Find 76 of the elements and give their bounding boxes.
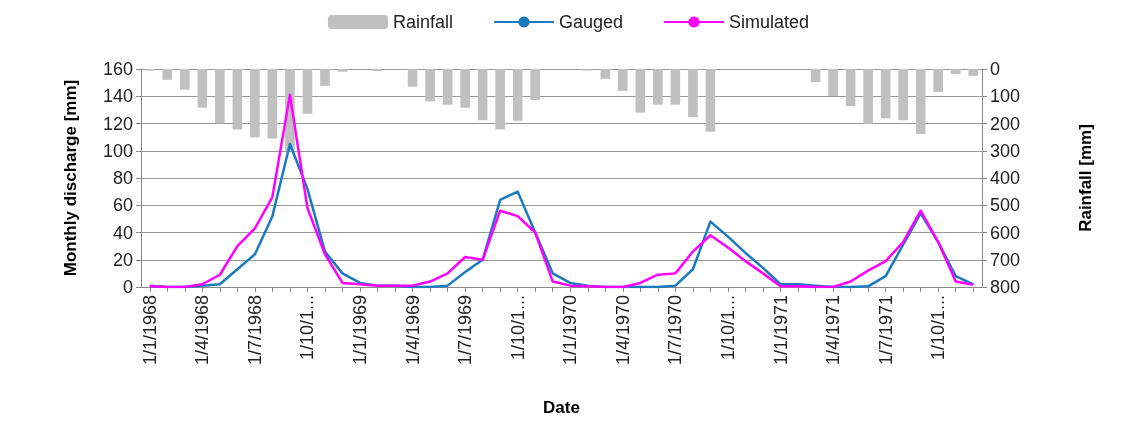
bar bbox=[670, 69, 681, 105]
line-series bbox=[148, 93, 975, 289]
x-tick-label: 1/10/1... bbox=[297, 295, 318, 361]
bar bbox=[477, 69, 488, 121]
bar bbox=[933, 69, 944, 92]
y2-tick-label: 400 bbox=[990, 168, 1021, 188]
y2-tick-label: 700 bbox=[990, 249, 1021, 270]
bar bbox=[442, 69, 453, 105]
bar bbox=[267, 69, 278, 139]
legend-label: Simulated bbox=[729, 12, 810, 32]
y2-tick-label: 100 bbox=[990, 86, 1021, 107]
bar bbox=[618, 69, 628, 91]
x-tick-label: 1/1/1971 bbox=[770, 295, 791, 366]
y2-axis-title: Rainfall [mm] bbox=[1076, 124, 1095, 232]
y-tick-label: 160 bbox=[102, 59, 133, 79]
legend-label: Rainfall bbox=[392, 12, 453, 32]
y2-tick-label: 300 bbox=[990, 140, 1021, 161]
bar bbox=[320, 69, 330, 86]
y2-tick-label: 600 bbox=[990, 222, 1021, 243]
bar bbox=[898, 69, 908, 121]
bar bbox=[530, 69, 541, 101]
bar bbox=[880, 69, 891, 119]
bar bbox=[600, 69, 611, 79]
y-tick-label: 120 bbox=[102, 113, 133, 134]
bar bbox=[810, 69, 821, 83]
y-tick-label: 20 bbox=[112, 249, 133, 270]
bar bbox=[162, 69, 173, 80]
bar bbox=[407, 69, 418, 87]
bar bbox=[495, 69, 505, 130]
x-axis-title: Date bbox=[543, 398, 580, 417]
bar bbox=[950, 69, 961, 75]
x-tick-label: 1/4/1968 bbox=[192, 295, 213, 366]
bar bbox=[845, 69, 856, 107]
x-tick-label: 1/7/1971 bbox=[875, 295, 896, 366]
y2-tick-label: 200 bbox=[990, 113, 1021, 134]
x-tick-label: 1/1/1969 bbox=[350, 295, 371, 366]
bar bbox=[425, 69, 435, 102]
bar bbox=[179, 69, 190, 90]
x-tick-label: 1/4/1970 bbox=[612, 295, 633, 366]
x-tick-label: 1/10/1... bbox=[507, 295, 528, 361]
bar bbox=[705, 69, 716, 132]
bar bbox=[232, 69, 243, 130]
bar bbox=[863, 69, 873, 125]
x-tick-label: 1/10/1... bbox=[717, 295, 738, 361]
bar bbox=[197, 69, 208, 108]
x-tick-label: 1/7/1968 bbox=[244, 295, 265, 366]
x-tick-label: 1/4/1971 bbox=[823, 295, 844, 366]
bar bbox=[302, 69, 313, 114]
legend-label: Gauged bbox=[558, 12, 624, 32]
bar bbox=[250, 69, 260, 138]
y2-tick-label: 500 bbox=[990, 195, 1021, 216]
y-tick-label: 140 bbox=[102, 86, 133, 107]
bar bbox=[968, 69, 979, 76]
y-tick-label: 100 bbox=[102, 140, 133, 161]
bar bbox=[915, 69, 926, 134]
bar bbox=[337, 69, 348, 72]
x-tick-label: 1/10/1... bbox=[928, 295, 949, 361]
y-tick-label: 40 bbox=[112, 222, 133, 243]
bar bbox=[460, 69, 470, 108]
x-tick-label: 1/1/1968 bbox=[139, 295, 160, 366]
bar bbox=[512, 69, 523, 121]
y2-tick-label: 800 bbox=[990, 277, 1021, 297]
x-tick-label: 1/1/1970 bbox=[560, 295, 581, 366]
bar bbox=[635, 69, 646, 113]
y2-tick-label: 0 bbox=[990, 59, 1001, 79]
x-tick-label: 1/7/1970 bbox=[665, 295, 686, 366]
x-tick-label: 1/4/1969 bbox=[402, 295, 423, 366]
y-tick-label: 80 bbox=[112, 168, 133, 188]
bar bbox=[653, 69, 663, 105]
y-tick-label: 0 bbox=[122, 277, 133, 297]
bar bbox=[828, 69, 838, 96]
bar bbox=[215, 69, 225, 124]
y-tick-label: 60 bbox=[112, 195, 133, 216]
y-axis-title: Monthly discharge [mm] bbox=[61, 79, 80, 277]
x-tick-label: 1/7/1969 bbox=[455, 295, 476, 366]
bar bbox=[688, 69, 698, 118]
